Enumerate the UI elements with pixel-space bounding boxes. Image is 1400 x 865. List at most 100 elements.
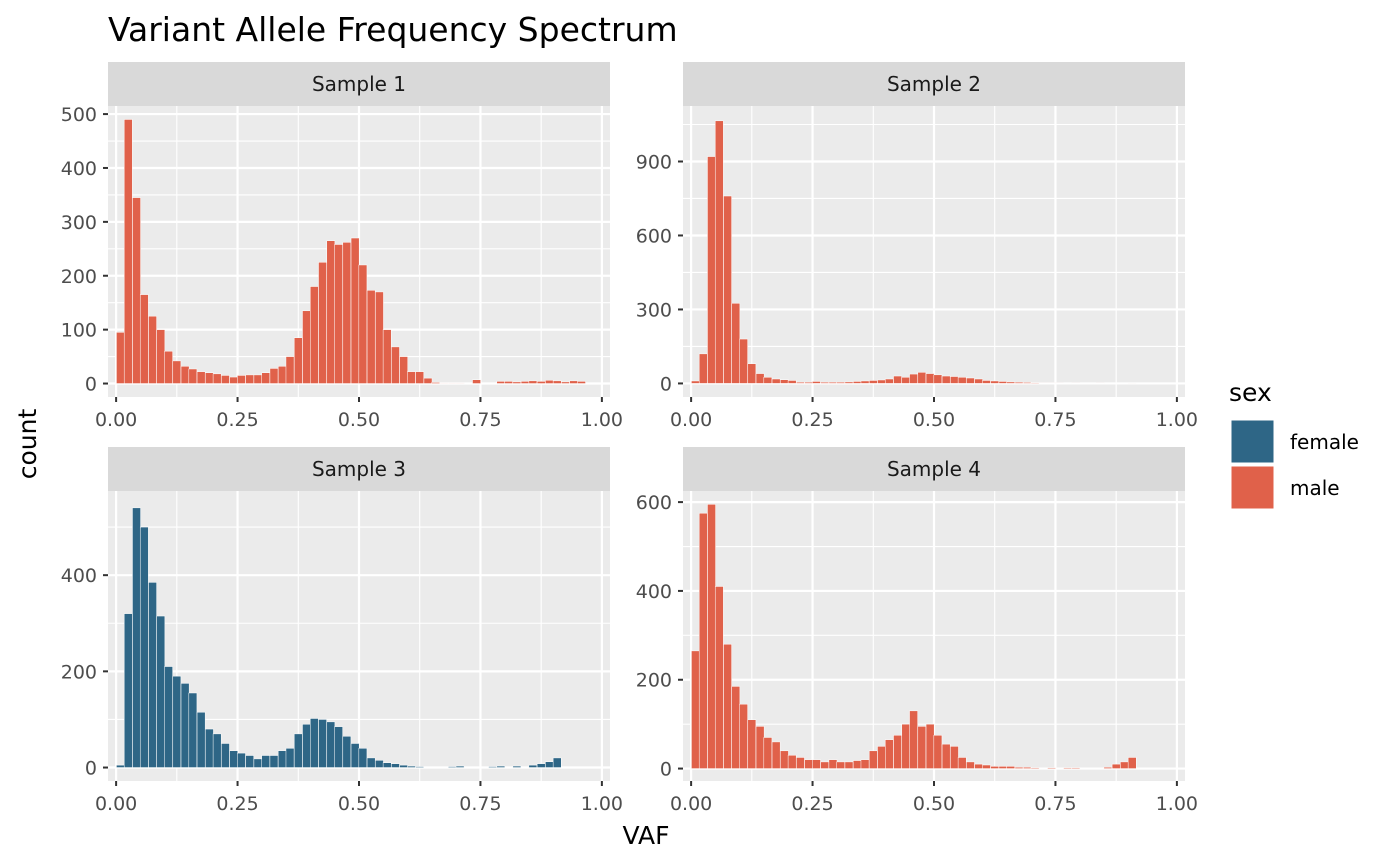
histogram-bar xyxy=(528,764,538,768)
y-tick-label: 0 xyxy=(660,373,672,395)
histogram-bar xyxy=(504,381,513,384)
histogram-bar xyxy=(885,378,894,384)
histogram-bar xyxy=(917,372,927,384)
histogram-bar xyxy=(318,262,327,384)
histogram-bar xyxy=(836,381,846,384)
y-tick-label: 200 xyxy=(636,670,672,692)
y-tick-label: 0 xyxy=(660,759,672,781)
histogram-bar xyxy=(836,761,846,769)
histogram-bar xyxy=(1071,382,1081,384)
histogram-bar xyxy=(116,764,125,768)
histogram-bar xyxy=(917,726,927,769)
x-tick-label: 0.25 xyxy=(791,409,833,431)
histogram-bar xyxy=(1022,766,1032,769)
histogram-bar xyxy=(391,763,400,768)
y-tick-label: 400 xyxy=(61,158,97,180)
facet-strip xyxy=(683,447,1185,491)
histogram-bar xyxy=(860,759,870,769)
histogram-bar xyxy=(536,763,546,768)
y-tick-label: 0 xyxy=(85,758,97,780)
histogram-bar xyxy=(536,381,546,384)
histogram-bar xyxy=(318,719,327,768)
histogram-bar xyxy=(731,303,741,384)
histogram-bar xyxy=(771,741,781,769)
histogram-bar xyxy=(844,381,854,384)
histogram-bar xyxy=(334,244,343,384)
histogram-bar xyxy=(1063,767,1072,769)
histogram-bar xyxy=(1030,382,1040,384)
histogram-bar xyxy=(196,711,206,768)
histogram-bar xyxy=(909,373,918,384)
histogram-bar xyxy=(245,755,255,768)
histogram-bar xyxy=(326,721,336,768)
y-tick-label: 200 xyxy=(61,661,97,683)
histogram-bar xyxy=(747,719,757,769)
histogram-bar xyxy=(545,380,554,384)
y-tick-label: 600 xyxy=(636,492,672,514)
y-tick-label: 600 xyxy=(636,225,672,247)
facet-strip-label: Sample 2 xyxy=(887,72,981,96)
histogram-bar xyxy=(261,372,271,384)
x-tick-label: 0.25 xyxy=(216,793,258,815)
histogram-bar xyxy=(269,368,279,384)
histogram-bar xyxy=(302,724,311,768)
histogram-bar xyxy=(415,371,425,384)
x-tick-label: 0.00 xyxy=(95,409,137,431)
histogram-bar xyxy=(957,377,967,384)
histogram-bar xyxy=(520,381,530,384)
x-tick-label: 0.75 xyxy=(1034,409,1076,431)
histogram-bar xyxy=(739,703,748,769)
histogram-bar xyxy=(1022,382,1032,384)
histogram-bar xyxy=(723,643,732,769)
histogram-bar xyxy=(156,329,166,384)
histogram-bar xyxy=(123,119,133,384)
histogram-bar xyxy=(893,735,902,769)
histogram-bar xyxy=(342,736,352,768)
histogram-bar xyxy=(399,764,408,768)
histogram-bar xyxy=(974,763,983,769)
x-tick-label: 0.00 xyxy=(670,793,712,815)
x-tick-label: 0.25 xyxy=(791,793,833,815)
histogram-bar xyxy=(1038,382,1048,384)
histogram-bar xyxy=(172,360,182,384)
histogram-bar xyxy=(925,373,935,384)
histogram-bar xyxy=(714,586,724,769)
histogram-bar xyxy=(868,750,878,769)
histogram-bar xyxy=(164,350,173,384)
histogram-bar xyxy=(1047,767,1056,769)
histogram-bar xyxy=(1030,767,1040,769)
histogram-bar xyxy=(691,650,700,769)
histogram-bar xyxy=(123,613,133,768)
histogram-bar xyxy=(707,156,716,384)
histogram-bar xyxy=(350,237,360,384)
histogram-bar xyxy=(366,757,376,768)
histogram-bar xyxy=(877,746,886,769)
facet-strip xyxy=(108,447,610,491)
histogram-bar xyxy=(844,761,854,769)
histogram-bar xyxy=(561,381,570,384)
y-tick-label: 500 xyxy=(61,104,97,126)
histogram-bar xyxy=(528,380,538,384)
histogram-bar xyxy=(990,380,1000,384)
histogram-bar xyxy=(293,733,303,768)
histogram-bar xyxy=(391,346,400,384)
histogram-bar xyxy=(310,286,319,384)
histogram-bar xyxy=(148,315,157,384)
histogram-bar xyxy=(812,381,821,384)
histogram-bar xyxy=(1047,382,1056,384)
histogram-bar xyxy=(731,686,741,769)
histogram-bar xyxy=(885,739,894,769)
histogram-bar xyxy=(156,615,166,768)
histogram-bar xyxy=(188,692,198,768)
histogram-bar xyxy=(139,526,149,768)
histogram-bar xyxy=(205,728,214,768)
histogram-bar xyxy=(366,290,376,384)
histogram-bar xyxy=(302,310,311,384)
legend-entries: female male xyxy=(1230,419,1359,510)
histogram-bar xyxy=(512,765,522,768)
histogram-bar xyxy=(350,743,360,768)
histogram-bar xyxy=(431,382,441,384)
histogram-bar xyxy=(950,376,959,384)
legend-title: sex xyxy=(1229,378,1272,407)
